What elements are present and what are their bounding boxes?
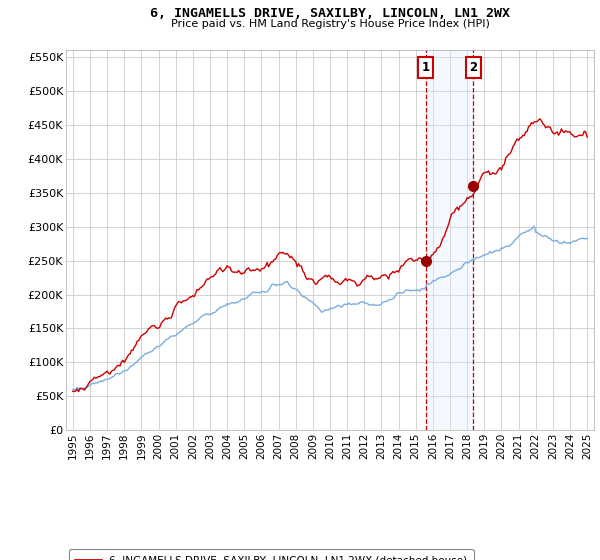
Legend: 6, INGAMELLS DRIVE, SAXILBY, LINCOLN, LN1 2WX (detached house), HPI: Average pri: 6, INGAMELLS DRIVE, SAXILBY, LINCOLN, LN…	[68, 549, 473, 560]
Text: Price paid vs. HM Land Registry's House Price Index (HPI): Price paid vs. HM Land Registry's House …	[170, 19, 490, 29]
Bar	[425, 50, 473, 430]
Text: 6, INGAMELLS DRIVE, SAXILBY, LINCOLN, LN1 2WX: 6, INGAMELLS DRIVE, SAXILBY, LINCOLN, LN…	[150, 7, 510, 20]
Text: 2: 2	[469, 61, 478, 74]
Text: 1: 1	[422, 61, 430, 74]
